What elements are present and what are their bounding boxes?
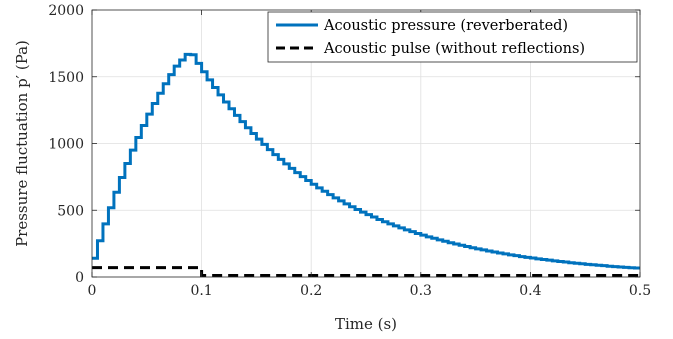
y-tick-label: 500 [57, 203, 84, 219]
y-tick-label: 1000 [48, 137, 84, 153]
x-axis-title: Time (s) [335, 315, 397, 333]
legend-label-pulse: Acoustic pulse (without reflections) [323, 41, 585, 57]
y-tick-label: 0 [75, 270, 84, 286]
y-axis-title: Pressure fluctuation p′ (Pa) [13, 40, 31, 247]
tick-labels: 0 0.1 0.2 0.3 0.4 0.5 0 500 1000 1500 2000 [48, 3, 651, 299]
y-tick-label: 2000 [48, 3, 84, 19]
x-tick-label: 0.5 [629, 283, 651, 299]
x-tick-label: 0.4 [519, 283, 541, 299]
legend-box [267, 11, 638, 63]
x-tick-label: 0.3 [410, 283, 432, 299]
y-tick-label: 1500 [48, 70, 84, 86]
legend: Acoustic pressure (reverberated) Acousti… [267, 11, 638, 63]
x-tick-label: 0 [88, 283, 97, 299]
x-tick-label: 0.1 [190, 283, 212, 299]
legend-label-reverberated: Acoustic pressure (reverberated) [323, 18, 568, 34]
x-tick-label: 0.2 [300, 283, 322, 299]
series-line-reverberated [92, 52, 640, 270]
